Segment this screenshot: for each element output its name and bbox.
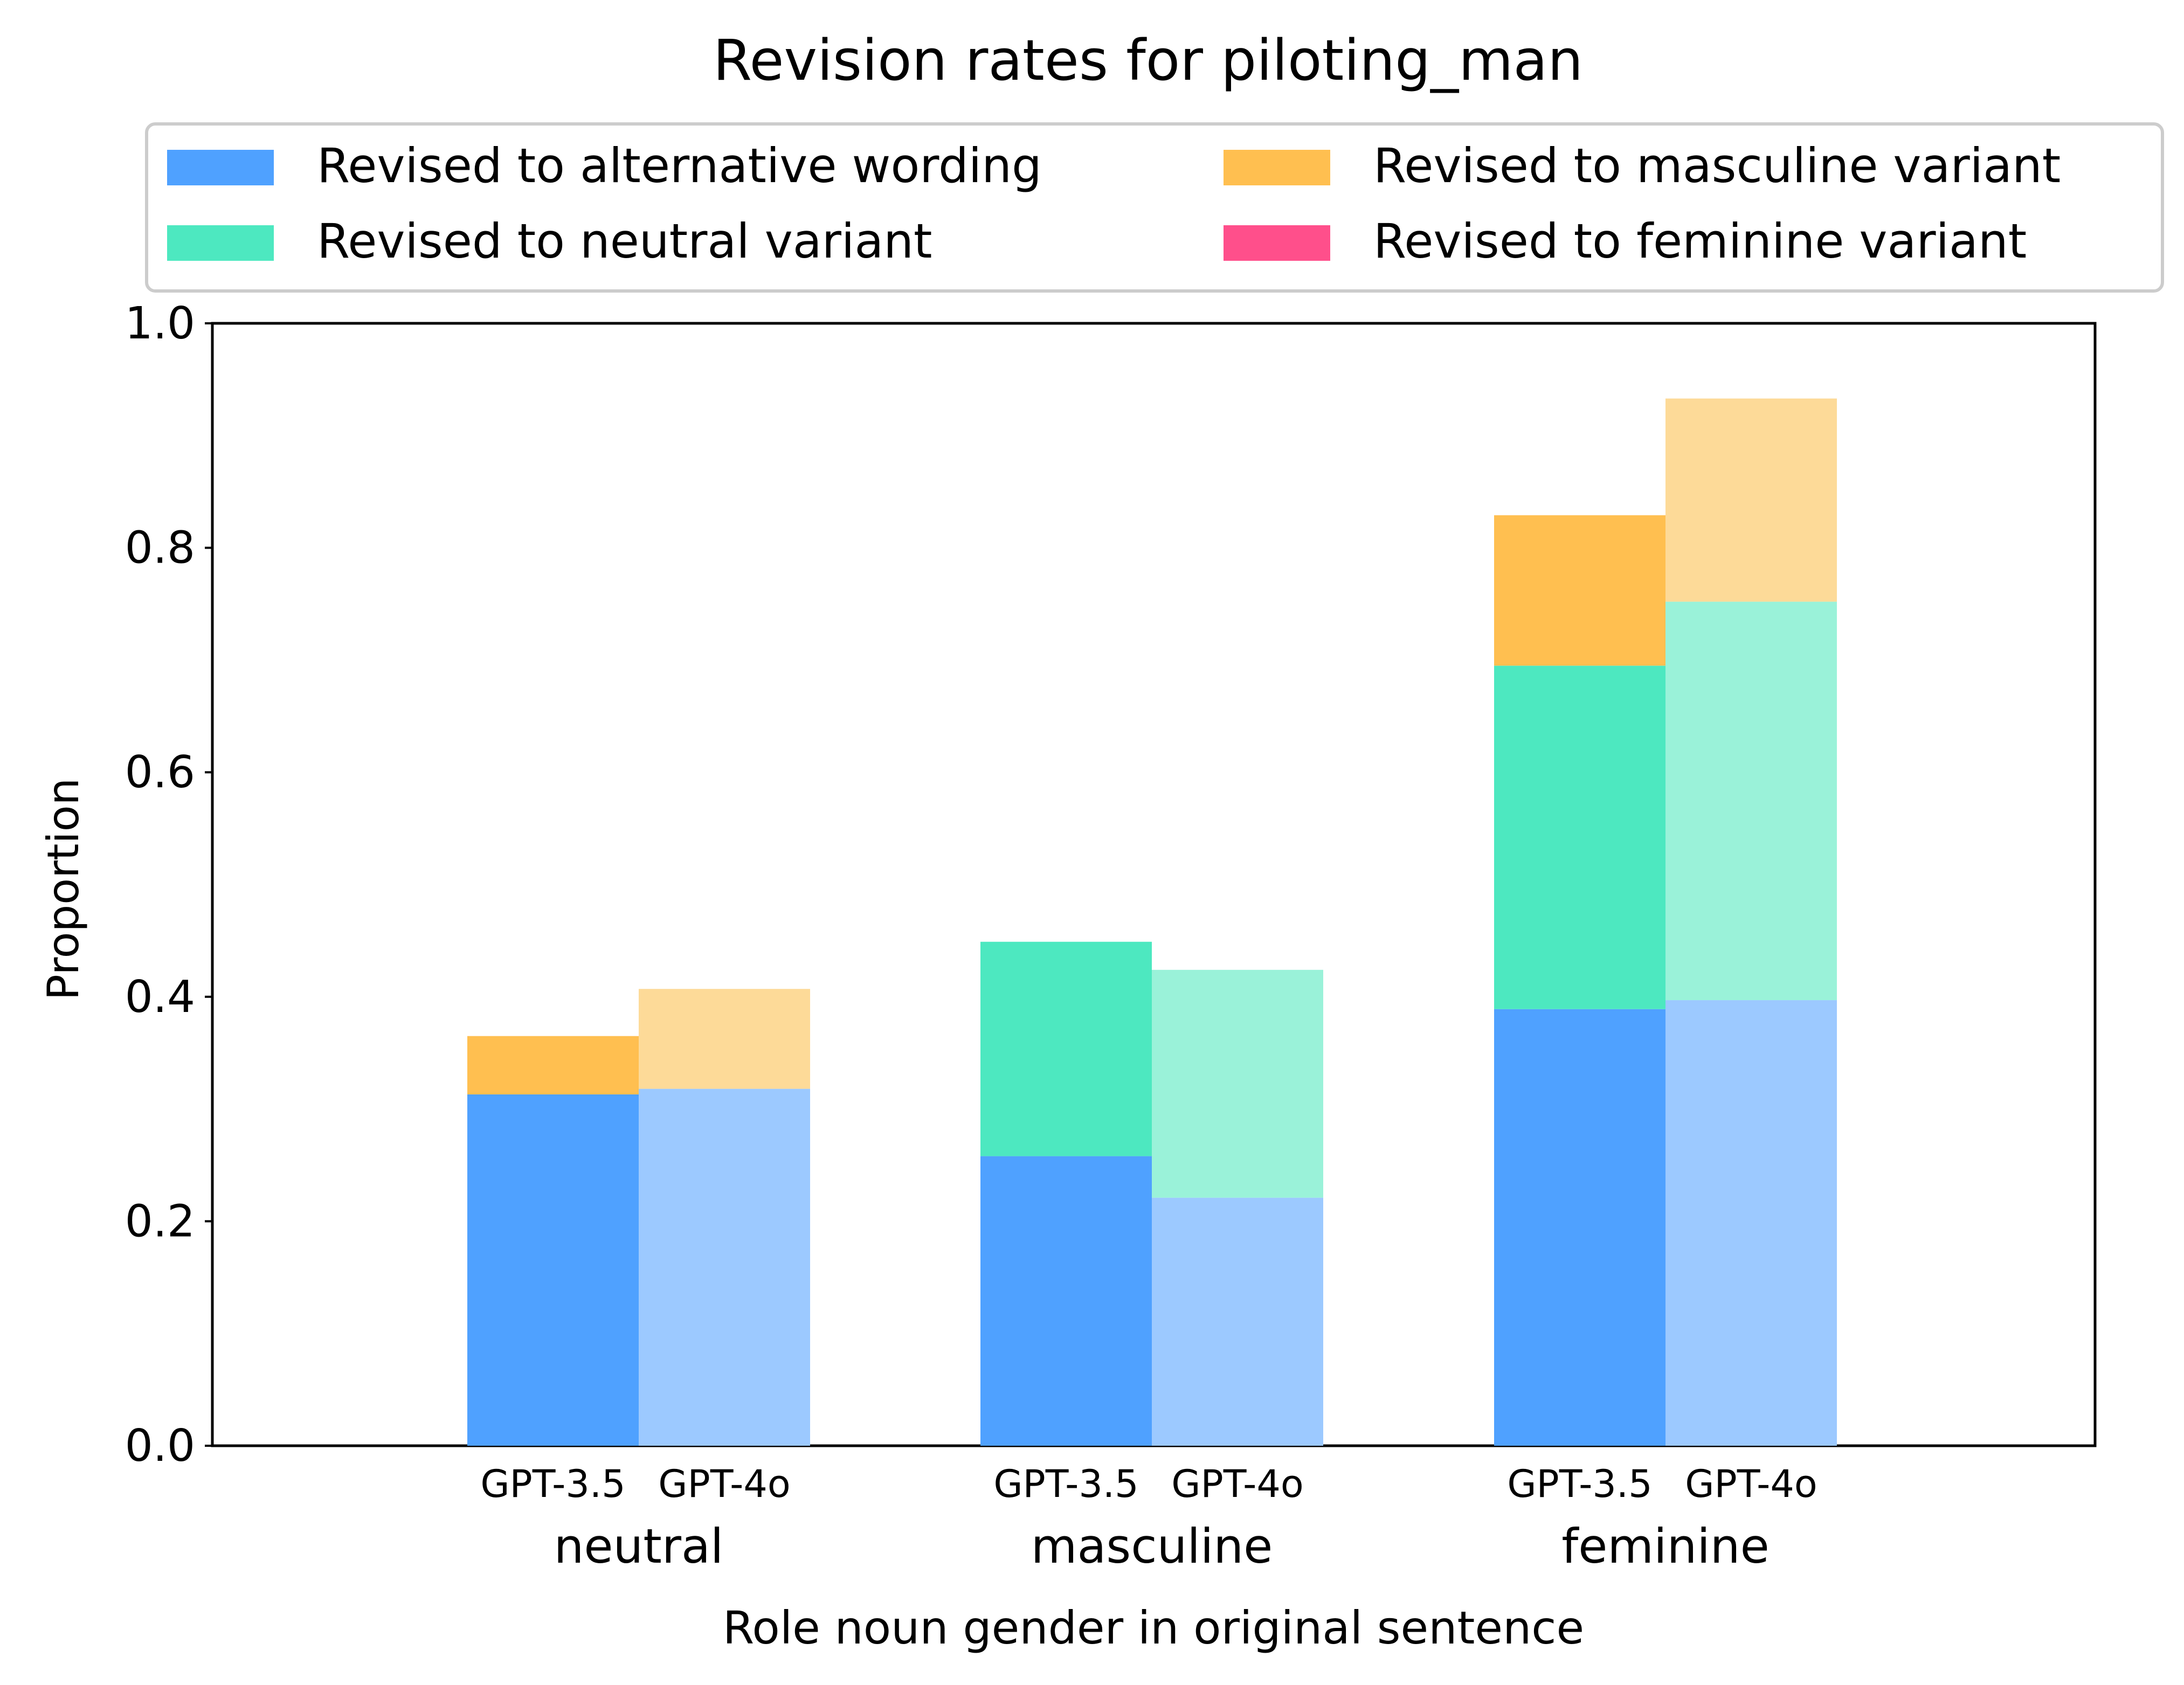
- model-label: GPT-3.5: [480, 1462, 625, 1506]
- group-label: masculine: [1031, 1518, 1273, 1574]
- y-axis-label: Proportion: [38, 778, 88, 1001]
- model-label: GPT-4o: [658, 1462, 790, 1506]
- bars: [467, 398, 1837, 1446]
- group-label: neutral: [554, 1518, 724, 1574]
- bar-masculine-gpt-3-5-revised-to-alternative-wording: [980, 1156, 1152, 1446]
- x-axis-label: Role noun gender in original sentence: [723, 1601, 1584, 1654]
- model-label: GPT-4o: [1685, 1462, 1817, 1506]
- bar-feminine-gpt-3-5-revised-to-masculine-variant: [1494, 515, 1665, 666]
- bar-feminine-gpt-3-5-revised-to-alternative-wording: [1494, 1009, 1665, 1446]
- y-tick-label: 1.0: [125, 298, 195, 349]
- legend-label: Revised to masculine variant: [1373, 138, 2061, 193]
- legend-label: Revised to feminine variant: [1373, 213, 2027, 269]
- y-tick-label: 0.4: [125, 972, 195, 1023]
- legend-frame: [145, 122, 2164, 293]
- legend: Revised to alternative wording Revised to…: [145, 122, 2164, 293]
- x-axis: GPT-3.5 GPT-4o neutral GPT-3.5 GPT-4o masculi…: [480, 1462, 1817, 1574]
- group-label: feminine: [1561, 1518, 1769, 1574]
- bar-feminine-gpt-4o-revised-to-alternative-wording: [1665, 1000, 1837, 1446]
- y-tick-label: 0.6: [125, 747, 195, 798]
- legend-swatch: [1224, 150, 1330, 185]
- bar-masculine-gpt-4o-revised-to-alternative-wording: [1152, 1197, 1323, 1446]
- bar-feminine-gpt-3-5-revised-to-neutral-variant: [1494, 665, 1665, 1009]
- y-tick-label: 0.8: [125, 523, 195, 574]
- model-label: GPT-4o: [1171, 1462, 1303, 1506]
- legend-swatch: [167, 150, 274, 185]
- bar-neutral-gpt-4o-revised-to-masculine-variant: [639, 989, 810, 1089]
- legend-swatch: [167, 225, 274, 261]
- chart-title: Revision rates for piloting_man: [713, 27, 1583, 93]
- bar-masculine-gpt-3-5-revised-to-neutral-variant: [980, 941, 1152, 1156]
- bar-neutral-gpt-3-5-revised-to-masculine-variant: [467, 1036, 639, 1095]
- model-label: GPT-3.5: [993, 1462, 1138, 1506]
- legend-label: Revised to alternative wording: [317, 138, 1042, 193]
- bar-neutral-gpt-4o-revised-to-alternative-wording: [639, 1088, 810, 1446]
- y-axis: 0.0 0.2 0.4 0.6 0.8 1.0: [125, 298, 212, 1472]
- bar-feminine-gpt-4o-revised-to-neutral-variant: [1665, 601, 1837, 1001]
- y-tick-label: 0.0: [125, 1420, 195, 1472]
- bar-masculine-gpt-4o-revised-to-neutral-variant: [1152, 969, 1323, 1198]
- bar-neutral-gpt-3-5-revised-to-alternative-wording: [467, 1094, 639, 1446]
- legend-label: Revised to neutral variant: [317, 213, 932, 269]
- bar-feminine-gpt-4o-revised-to-masculine-variant: [1665, 398, 1837, 602]
- legend-swatch: [1224, 225, 1330, 261]
- y-tick-label: 0.2: [125, 1196, 195, 1247]
- model-label: GPT-3.5: [1507, 1462, 1652, 1506]
